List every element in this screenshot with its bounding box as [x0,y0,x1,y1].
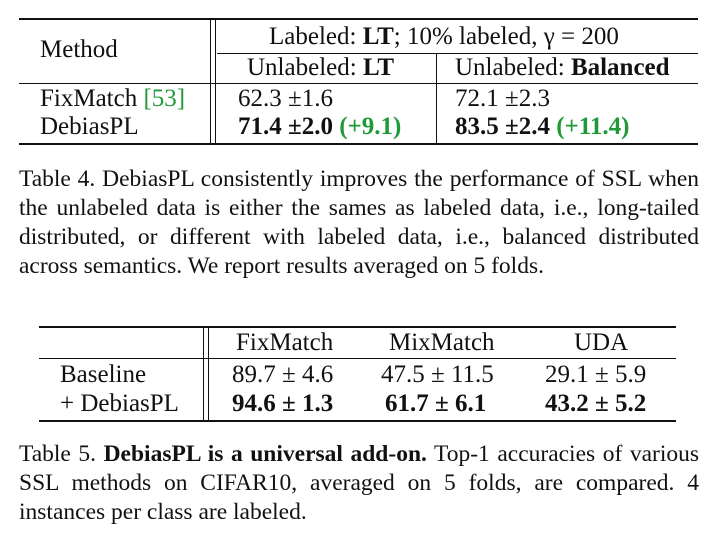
table-row-method: DebiasPL [40,113,139,140]
labeled-header: Labeled: LT; 10% labeled, γ = 200 [269,23,619,50]
table-5-caption: Table 5. DebiasPL is a universal add-on.… [19,441,699,525]
table-row-label: Baseline [60,361,147,388]
cell-fixmatch-bal: 72.1 ±2.3 [455,85,550,112]
column-vrule [436,53,437,143]
cell-debiaspl-uda: 43.2 ± 5.2 [545,390,647,417]
method-header: Method [40,36,118,63]
cell-baseline-fixmatch: 89.7 ± 4.6 [232,361,334,388]
double-vrule-b [208,327,209,420]
bottom-rule [39,420,676,422]
top-rule [39,326,676,328]
sub-rule [217,53,698,54]
double-vrule-a [210,19,211,143]
table-row-method: FixMatch [53] [40,85,186,112]
col-header-mixmatch: MixMatch [389,329,495,356]
unlabeled-balanced-header: Unlabeled: Balanced [455,54,670,81]
gain-lt: (+9.1) [339,113,402,140]
cell-debiaspl-bal: 83.5 ±2.4 (+11.4) [455,113,630,140]
cell-baseline-uda: 29.1 ± 5.9 [545,361,647,388]
header-rule [39,358,676,359]
double-vrule-a [203,327,204,420]
double-vrule-b [215,19,216,143]
header-rule [19,83,698,84]
cell-fixmatch-lt: 62.3 ±1.6 [238,85,333,112]
table-4-caption: Table 4. DebiasPL consistently improves … [19,166,699,279]
cell-baseline-mixmatch: 47.5 ± 11.5 [381,361,494,388]
cell-debiaspl-fixmatch: 94.6 ± 1.3 [232,390,334,417]
cell-debiaspl-mixmatch: 61.7 ± 6.1 [385,390,487,417]
top-rule [19,18,698,20]
cell-debiaspl-lt: 71.4 ±2.0 (+9.1) [238,113,402,140]
col-header-fixmatch: FixMatch [236,329,334,356]
unlabeled-lt-header: Unlabeled: LT [247,54,394,81]
table-row-label: + DebiasPL [60,390,179,417]
col-header-uda: UDA [574,329,629,356]
gain-bal: (+11.4) [556,113,630,140]
bottom-rule [19,143,698,145]
citation-link[interactable]: [53] [143,85,186,112]
